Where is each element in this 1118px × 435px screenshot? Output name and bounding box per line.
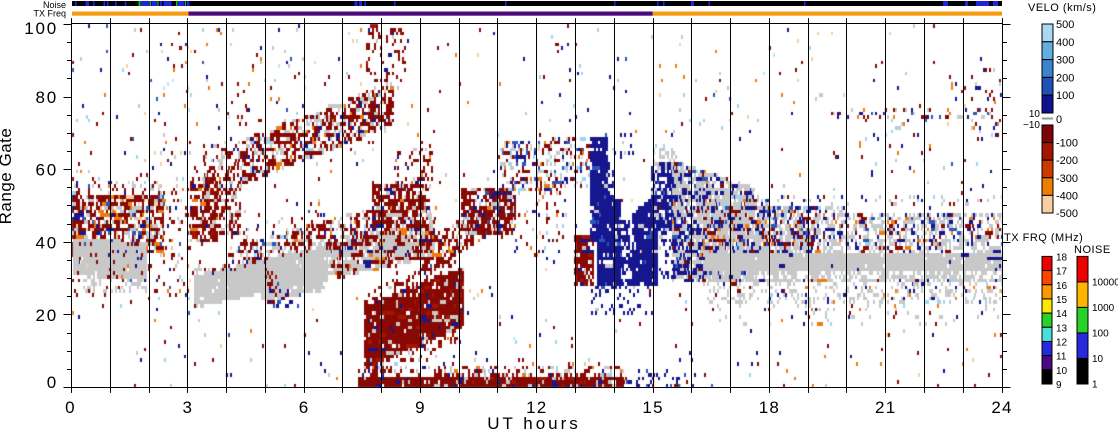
svg-text:TX FRQ (MHz): TX FRQ (MHz) (1004, 232, 1083, 244)
svg-text:14: 14 (1056, 309, 1068, 320)
svg-text:1000: 1000 (1092, 303, 1115, 314)
svg-text:0: 0 (65, 398, 76, 417)
svg-text:10: 10 (1092, 354, 1104, 365)
svg-text:VELO (km/s): VELO (km/s) (1028, 2, 1096, 14)
svg-text:16: 16 (1056, 281, 1068, 292)
svg-text:60: 60 (35, 161, 58, 180)
svg-text:Noise: Noise (43, 0, 66, 10)
svg-text:-500: -500 (1056, 208, 1078, 220)
svg-text:6: 6 (299, 398, 310, 417)
svg-text:20: 20 (35, 306, 58, 325)
svg-text:-400: -400 (1056, 190, 1078, 202)
svg-text:24: 24 (991, 398, 1012, 417)
svg-text:80: 80 (35, 88, 58, 107)
svg-text:100: 100 (24, 19, 58, 38)
svg-text:10: 10 (1029, 109, 1041, 120)
svg-text:0: 0 (1056, 114, 1062, 126)
svg-text:21: 21 (875, 398, 896, 417)
svg-text:300: 300 (1056, 55, 1074, 67)
svg-text:400: 400 (1056, 37, 1074, 49)
svg-text:3: 3 (182, 398, 193, 417)
svg-text:-300: -300 (1056, 173, 1078, 185)
svg-text:0: 0 (47, 373, 58, 392)
svg-text:200: 200 (1056, 72, 1074, 84)
svg-text:10: 10 (1056, 366, 1068, 377)
svg-text:15: 15 (642, 398, 663, 417)
svg-text:17: 17 (1056, 267, 1068, 278)
svg-text:100: 100 (1056, 90, 1074, 102)
svg-text:9: 9 (1056, 380, 1062, 391)
svg-text:18: 18 (1056, 252, 1068, 263)
svg-text:1: 1 (1092, 380, 1098, 391)
svg-text:NOISE: NOISE (1074, 244, 1111, 256)
svg-text:18: 18 (759, 398, 780, 417)
svg-text:10000: 10000 (1092, 277, 1118, 288)
svg-text:15: 15 (1056, 295, 1068, 306)
svg-text:13: 13 (1056, 323, 1068, 334)
svg-text:11: 11 (1056, 352, 1067, 363)
svg-text:500: 500 (1056, 19, 1074, 31)
svg-text:100: 100 (1092, 328, 1109, 339)
svg-text:UT hours: UT hours (487, 414, 581, 433)
svg-text:9: 9 (415, 398, 426, 417)
svg-text:Range Gate: Range Gate (0, 128, 15, 225)
svg-text:−10: −10 (1023, 120, 1040, 131)
svg-text:-200: -200 (1056, 155, 1078, 167)
svg-text:-100: -100 (1056, 138, 1078, 150)
svg-text:TX Freq: TX Freq (33, 9, 66, 19)
svg-text:40: 40 (35, 233, 58, 252)
svg-text:12: 12 (1056, 337, 1068, 348)
svg-text:12: 12 (526, 398, 547, 417)
